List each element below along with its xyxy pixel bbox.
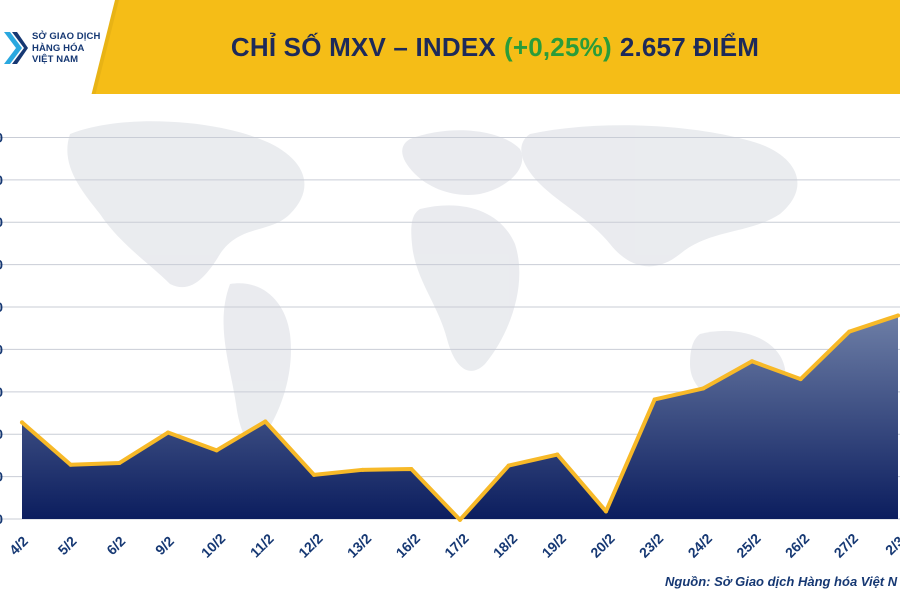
data-point bbox=[847, 329, 852, 334]
x-tick-label: 17/2 bbox=[441, 530, 472, 561]
x-tick-label: 13/2 bbox=[344, 530, 375, 561]
y-tick-label: 2.650 bbox=[0, 299, 3, 315]
x-tick-label: 19/2 bbox=[539, 530, 570, 561]
data-point bbox=[506, 463, 511, 468]
x-tick-label: 9/2 bbox=[152, 533, 177, 558]
x-tick-label: 11/2 bbox=[247, 530, 277, 560]
logo-line-1: SỞ GIAO DỊCH bbox=[32, 31, 101, 42]
data-point bbox=[458, 517, 462, 522]
y-tick-label: 2.850 bbox=[0, 129, 3, 145]
y-tick-label: 2.800 bbox=[0, 172, 3, 188]
source-note: Nguồn: Sở Giao dịch Hàng hóa Việt N bbox=[665, 574, 898, 589]
data-point bbox=[360, 467, 365, 472]
data-point bbox=[555, 452, 560, 457]
data-point bbox=[409, 466, 414, 471]
y-tick-label: 2.400 bbox=[0, 511, 3, 527]
header-banner: SỞ GIAO DỊCH HÀNG HÓA VIỆT NAM CHỈ SỐ MX… bbox=[0, 0, 900, 94]
chart-svg: 2.400 2.450 2.500 2.550 2.600 2.650 2.700 2.750… bbox=[0, 121, 900, 561]
y-tick-label: 2.750 bbox=[0, 214, 3, 230]
logo-chevron-icon bbox=[4, 32, 28, 64]
y-tick-label: 2.700 bbox=[0, 257, 3, 273]
data-point bbox=[312, 472, 316, 477]
x-tick-label: 2/3 bbox=[882, 533, 900, 558]
y-tick-label: 2.550 bbox=[0, 384, 3, 400]
plot-layer bbox=[20, 313, 900, 522]
x-tick-label: 16/2 bbox=[393, 530, 424, 561]
x-tick-label: 5/2 bbox=[55, 533, 80, 558]
y-tick-label: 2.600 bbox=[0, 341, 3, 357]
x-axis-ticks: 4/2 5/2 6/2 9/2 10/2 11/2 12/2 13/2 16/2 17/2 18/2… bbox=[6, 530, 900, 561]
data-point bbox=[20, 420, 24, 425]
x-tick-label: 27/2 bbox=[831, 530, 862, 561]
series-area bbox=[22, 315, 898, 520]
x-tick-label: 26/2 bbox=[782, 530, 813, 561]
title-value: 2.657 ĐIỂM bbox=[619, 31, 760, 62]
y-axis-ticks: 2.400 2.450 2.500 2.550 2.600 2.650 2.700 2.750… bbox=[0, 129, 3, 527]
data-point bbox=[117, 461, 122, 466]
logo-line-2: HÀNG HÓA bbox=[32, 42, 85, 54]
logo-text: SỞ GIAO DỊCH HÀNG HÓA VIỆT NAM bbox=[32, 31, 122, 66]
logo: SỞ GIAO DỊCH HÀNG HÓA VIỆT NAM bbox=[0, 0, 130, 94]
data-point bbox=[604, 509, 608, 514]
data-point bbox=[750, 359, 754, 364]
data-point bbox=[263, 419, 268, 424]
data-point bbox=[798, 377, 803, 382]
data-point bbox=[896, 313, 900, 318]
x-tick-label: 18/2 bbox=[490, 530, 521, 561]
x-tick-label: 25/2 bbox=[733, 530, 764, 561]
x-tick-label: 12/2 bbox=[295, 530, 326, 561]
chart-area: 2.400 2.450 2.500 2.550 2.600 2.650 2.700 2.750… bbox=[0, 94, 900, 600]
y-tick-label: 2.500 bbox=[0, 426, 3, 442]
title-change: (+0,25%) bbox=[503, 31, 612, 62]
page-title: CHỈ SỐ MXV – INDEX (+0,25%) 2.657 ĐIỂM bbox=[140, 0, 850, 94]
data-point bbox=[214, 448, 219, 453]
title-prefix: CHỈ SỐ MXV – INDEX bbox=[230, 31, 496, 62]
x-tick-label: 4/2 bbox=[6, 533, 31, 558]
data-point bbox=[68, 462, 73, 467]
data-point bbox=[166, 430, 170, 435]
data-point bbox=[652, 397, 657, 402]
logo-line-3: VIỆT NAM bbox=[32, 54, 79, 65]
x-tick-label: 6/2 bbox=[103, 533, 128, 558]
x-tick-label: 10/2 bbox=[198, 530, 229, 561]
x-tick-label: 20/2 bbox=[587, 530, 618, 561]
x-tick-label: 23/2 bbox=[636, 530, 667, 561]
data-point bbox=[701, 386, 706, 391]
x-tick-label: 24/2 bbox=[685, 530, 716, 561]
y-tick-label: 2.450 bbox=[0, 469, 3, 485]
